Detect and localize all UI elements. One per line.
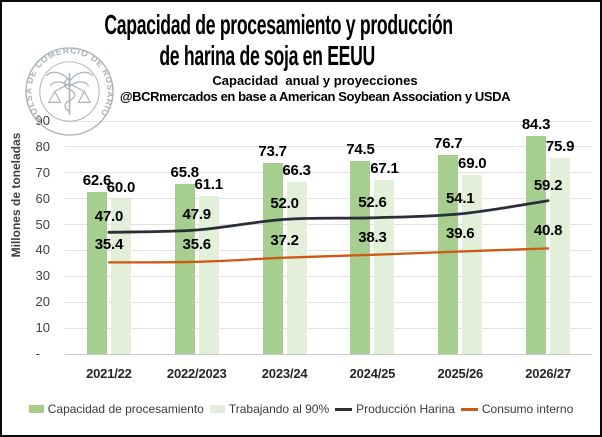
gridline [65, 198, 592, 200]
legend-item: Capacidad de procesamiento [28, 402, 204, 416]
source-text: @BCRmercados en base a American Soybean … [119, 89, 511, 104]
gridline [65, 146, 592, 148]
value-label: 47.9 [182, 205, 212, 223]
bar-trabajando-90 [550, 157, 571, 354]
x-axis-label: 2022/2023 [166, 366, 227, 381]
value-label: 67.1 [370, 160, 399, 178]
bar-trabajando-90 [110, 198, 131, 354]
value-label: 39.6 [446, 225, 475, 243]
bar-capacidad-procesamiento [86, 191, 107, 354]
title-line-2: de harina de soja en EEUU [159, 40, 375, 71]
y-tick-label: - [35, 346, 40, 361]
value-label: 59.2 [533, 176, 563, 194]
y-tick-label: 30 [35, 268, 50, 284]
y-tick-label: 50 [35, 216, 50, 232]
value-label: 52.6 [358, 193, 387, 211]
legend-swatch-icon [28, 405, 44, 413]
legend-item: Trabajando al 90% [209, 402, 330, 416]
bar-trabajando-90 [198, 195, 219, 354]
y-tick-label: 40 [35, 242, 50, 258]
legend-line-icon [335, 407, 353, 411]
logo-outer-ring [25, 47, 114, 136]
gridline [65, 172, 592, 174]
value-label: 76.7 [434, 135, 463, 153]
y-tick-label: 60 [35, 190, 50, 206]
gridline [65, 327, 592, 329]
title-line-1: Capacidad de procesamiento y producción [104, 9, 453, 40]
value-label: 62.6 [82, 171, 112, 189]
value-label: 37.2 [270, 231, 299, 249]
legend-item: Consumo interno [460, 402, 574, 416]
legend-label: Trabajando al 90% [228, 402, 330, 416]
legend-swatch-icon [209, 405, 225, 413]
x-axis-label: 2026/27 [525, 366, 571, 381]
gridline [65, 353, 592, 355]
bcr-rosario-logo: BOLSA DE COMERCIO DE ROSARIO [23, 45, 115, 136]
legend: Capacidad de procesamiento Trabajando al … [8, 402, 594, 416]
chart-title: Capacidad de procesamiento y producción … [2, 9, 532, 71]
value-label: 35.6 [182, 235, 212, 253]
bar-capacidad-procesamiento [526, 135, 547, 354]
x-axis-label: 2025/26 [437, 366, 484, 381]
value-label: 73.7 [258, 143, 287, 161]
logo-inner-ring [39, 61, 100, 122]
caduceus-icon [46, 71, 93, 116]
legend-label: Capacidad de procesamiento [47, 402, 204, 416]
y-tick-label: 10 [35, 320, 50, 336]
legend-label: Producción Harina [356, 402, 455, 416]
value-label: 60.0 [106, 178, 136, 196]
value-label: 35.4 [94, 236, 124, 254]
value-label: 84.3 [521, 115, 551, 133]
value-label: 47.0 [94, 208, 124, 226]
scales-icon [47, 82, 92, 103]
legend-item: Producción Harina [335, 402, 455, 416]
value-label: 66.3 [282, 162, 311, 180]
chart-subtitle: Capacidad anual y proyecciones @BCRmerca… [105, 73, 525, 105]
value-label: 40.8 [533, 222, 563, 240]
x-axis-label: 2021/22 [86, 366, 132, 381]
y-tick-label: 80 [35, 138, 50, 154]
value-label: 65.8 [170, 163, 200, 181]
y-tick-label: 20 [35, 294, 50, 310]
value-label: 61.1 [194, 175, 224, 193]
value-label: 69.0 [458, 155, 487, 173]
y-tick-label: 90 [35, 113, 50, 128]
gridline [65, 120, 592, 122]
value-label: 75.9 [545, 137, 575, 155]
value-label: 54.1 [446, 189, 475, 207]
value-label: 38.3 [358, 228, 387, 246]
legend-label: Consumo interno [481, 402, 574, 416]
legend-line-icon [460, 407, 478, 411]
x-axis-label: 2024/25 [349, 366, 396, 381]
subtitle-text: Capacidad anual y proyecciones [212, 73, 418, 88]
y-tick-label: 70 [35, 164, 50, 180]
x-axis-label: 2023/24 [261, 366, 308, 381]
value-label: 52.0 [270, 195, 299, 213]
gridline [65, 301, 592, 303]
gridline [65, 275, 592, 277]
value-label: 74.5 [346, 141, 375, 159]
